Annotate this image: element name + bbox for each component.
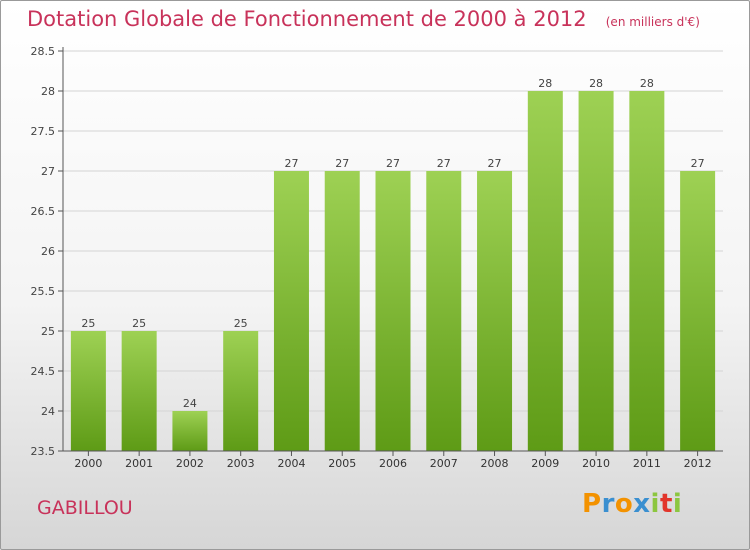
bar-2009 (527, 91, 563, 451)
commune-name: GABILLOU (37, 497, 133, 519)
data-label: 24 (183, 397, 197, 410)
data-label: 27 (488, 157, 502, 170)
data-label: 27 (691, 157, 705, 170)
bar-2002 (172, 411, 208, 451)
bar-2011 (629, 91, 665, 451)
y-tick-label: 24.5 (31, 365, 56, 378)
x-tick-label: 2004 (277, 457, 305, 470)
x-tick-label: 2000 (74, 457, 102, 470)
y-tick-label: 28.5 (31, 45, 56, 58)
x-tick-label: 2010 (582, 457, 610, 470)
proxiti-logo: Proxiti (582, 489, 682, 519)
x-tick-label: 2006 (379, 457, 407, 470)
bar-2010 (578, 91, 614, 451)
data-label: 28 (589, 77, 603, 90)
y-tick-label: 24 (41, 405, 55, 418)
x-tick-label: 2002 (176, 457, 204, 470)
bar-2004 (273, 171, 309, 451)
bar-2000 (70, 331, 106, 451)
data-label: 28 (538, 77, 552, 90)
data-label: 27 (386, 157, 400, 170)
y-tick-label: 27.5 (31, 125, 56, 138)
y-tick-label: 23.5 (31, 445, 56, 458)
logo-letter: x (633, 489, 651, 519)
x-tick-label: 2003 (227, 457, 255, 470)
logo-letter: P (582, 489, 602, 519)
title-line: Dotation Globale de Fonctionnement de 20… (27, 7, 700, 31)
x-tick-label: 2009 (531, 457, 559, 470)
y-tick-label: 27 (41, 165, 55, 178)
y-tick-label: 28 (41, 85, 55, 98)
x-tick-label: 2008 (481, 457, 509, 470)
y-tick-label: 25.5 (31, 285, 56, 298)
y-tick-label: 26.5 (31, 205, 56, 218)
bar-2001 (121, 331, 157, 451)
bar-2008 (477, 171, 513, 451)
x-tick-label: 2012 (684, 457, 712, 470)
x-tick-label: 2001 (125, 457, 153, 470)
bar-2005 (324, 171, 360, 451)
logo-letter: i (672, 489, 683, 519)
logo-letter: t (659, 489, 673, 519)
bar-2007 (426, 171, 462, 451)
x-tick-label: 2005 (328, 457, 356, 470)
bar-2012 (680, 171, 716, 451)
data-label: 25 (81, 317, 95, 330)
x-tick-label: 2007 (430, 457, 458, 470)
logo-letter: i (650, 489, 660, 519)
data-label: 27 (284, 157, 298, 170)
data-label: 27 (437, 157, 451, 170)
bar-2006 (375, 171, 411, 451)
data-label: 27 (335, 157, 349, 170)
data-label: 25 (234, 317, 248, 330)
chart-title: Dotation Globale de Fonctionnement de 20… (27, 7, 587, 31)
x-tick-label: 2011 (633, 457, 661, 470)
y-tick-label: 26 (41, 245, 55, 258)
logo-letter: r (601, 489, 615, 519)
bar-2003 (223, 331, 259, 451)
data-label: 28 (640, 77, 654, 90)
chart-unit-note: (en milliers d'€) (605, 15, 700, 29)
y-tick-label: 25 (41, 325, 55, 338)
data-label: 25 (132, 317, 146, 330)
logo-letter: o (614, 489, 634, 519)
